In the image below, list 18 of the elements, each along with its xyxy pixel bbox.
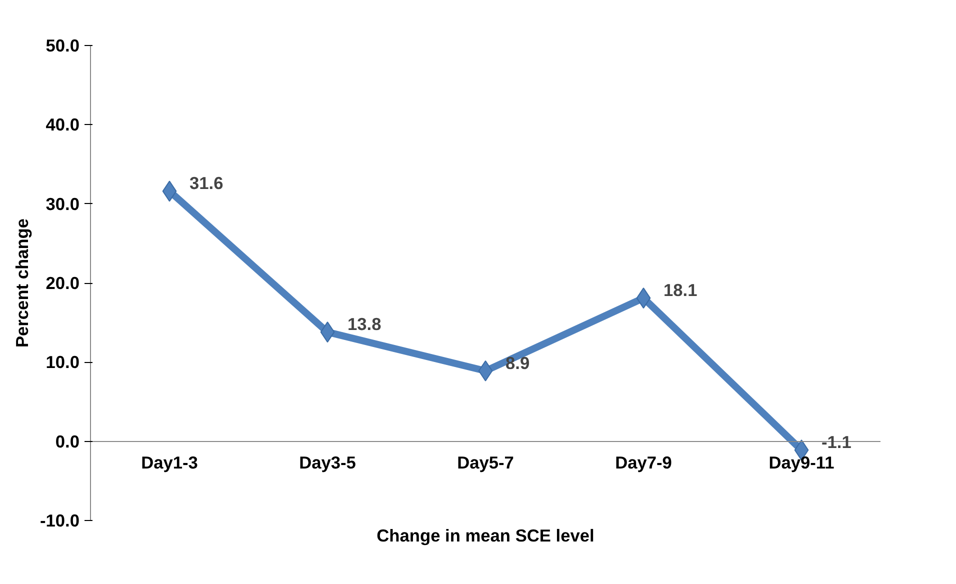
x-tick-label: Day3-5 [299, 452, 356, 472]
y-axis-title: Percent change [12, 218, 32, 348]
y-tick-label: 50.0 [46, 36, 80, 56]
y-tick-label: 30.0 [46, 194, 80, 214]
x-tick-label: Day7-9 [615, 452, 672, 472]
data-label: 8.9 [506, 352, 530, 373]
y-tick-label: 40.0 [46, 114, 80, 135]
x-tick-label: Day9-11 [768, 452, 835, 472]
data-label: 13.8 [348, 314, 382, 334]
x-tick-label: Day1-3 [141, 452, 198, 472]
x-axis-title: Change in mean SCE level [376, 526, 594, 546]
y-tick-label: 20.0 [46, 273, 80, 293]
y-tick-label: -10.0 [40, 510, 80, 530]
y-tick-label: 0.0 [55, 431, 80, 452]
data-label: 31.6 [190, 173, 224, 194]
data-label: 18.1 [664, 280, 698, 300]
x-tick-label: Day5-7 [457, 452, 514, 472]
y-tick-label: 10.0 [46, 352, 80, 372]
